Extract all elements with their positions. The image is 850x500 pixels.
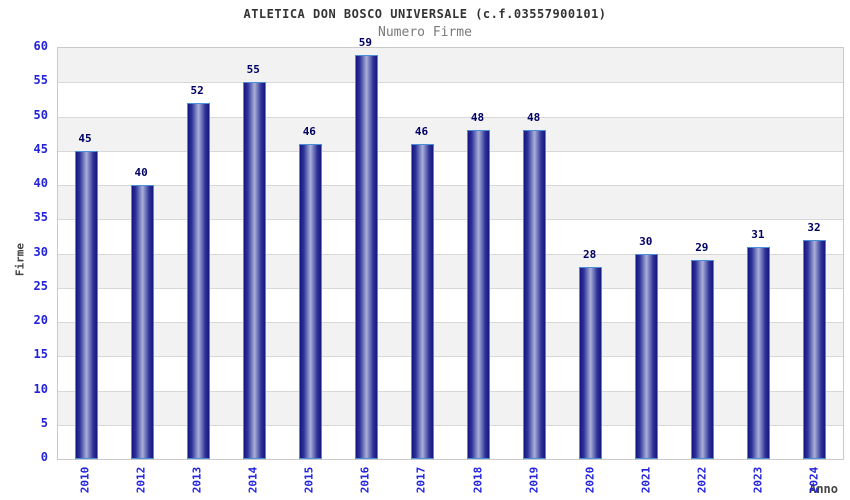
x-axis-title: Anno (809, 482, 838, 496)
x-tick-label: 2020 (583, 466, 597, 494)
x-tick-label: 2010 (78, 466, 92, 494)
x-tick-label: 2015 (302, 466, 316, 494)
grid-band (58, 356, 843, 391)
bar-value-label: 48 (470, 111, 485, 125)
y-tick-label: 0 (40, 450, 48, 464)
bar-value-label: 55 (246, 63, 260, 77)
bar-2020 (579, 267, 603, 459)
bar-value-label: 32 (807, 220, 821, 234)
y-tick-label: 15 (33, 347, 48, 362)
bar-2019 (523, 130, 547, 459)
bar-2024 (803, 239, 827, 459)
bar-value-label: 46 (302, 124, 316, 138)
grid-band (58, 424, 843, 459)
plot-area (57, 47, 844, 460)
y-tick-label: 5 (40, 415, 48, 430)
bar-2022 (691, 260, 715, 459)
grid-band (58, 287, 843, 322)
bar-2021 (635, 253, 659, 459)
bar-2010 (74, 150, 98, 459)
bar-2015 (298, 143, 322, 459)
bar-2014 (242, 82, 266, 459)
grid-band (58, 185, 843, 220)
grid-band (58, 82, 843, 117)
bar-2012 (130, 185, 154, 459)
y-tick-label: 30 (33, 244, 48, 259)
bar-value-label: 31 (751, 227, 765, 241)
x-tick-label: 2016 (358, 466, 372, 494)
y-tick-label: 20 (33, 313, 48, 327)
x-tick-label: 2014 (246, 466, 260, 494)
x-tick-label: 2023 (751, 466, 765, 494)
x-tick-label: 2019 (527, 466, 541, 494)
bar-2016 (354, 54, 378, 459)
grid-band (58, 116, 843, 151)
bar-value-label: 52 (190, 83, 204, 97)
grid-band (58, 48, 843, 83)
x-tick-label: 2022 (695, 466, 709, 494)
chart-title: ATLETICA DON BOSCO UNIVERSALE (c.f.03557… (243, 7, 607, 21)
bar-value-label: 28 (583, 248, 597, 262)
y-tick-label: 35 (33, 210, 48, 225)
bar-value-label: 30 (639, 234, 653, 248)
grid-band (58, 322, 843, 357)
bar-value-label: 29 (695, 241, 709, 255)
grid-band (58, 150, 843, 185)
y-tick-label: 40 (33, 176, 48, 190)
x-tick-label: 2018 (471, 466, 485, 494)
x-tick-label: 2021 (639, 466, 653, 494)
y-tick-label: 45 (33, 141, 48, 156)
y-tick-label: 10 (33, 381, 48, 396)
x-tick-label: 2012 (134, 466, 148, 494)
bar-value-label: 45 (78, 131, 92, 145)
bar-2013 (186, 102, 210, 459)
y-tick-label: 50 (33, 107, 48, 122)
grid-band (58, 390, 843, 425)
bar-value-label: 59 (358, 35, 373, 49)
grid-band (58, 219, 843, 254)
x-tick-label: 2024 (807, 466, 821, 494)
bar-2023 (747, 246, 771, 459)
x-tick-label: 2017 (414, 466, 428, 494)
y-tick-label: 25 (33, 278, 48, 293)
y-tick-label: 55 (33, 73, 48, 88)
bar-value-label: 46 (414, 124, 429, 138)
x-tick-label: 2013 (190, 466, 204, 494)
grid-band (58, 253, 843, 288)
chart-subtitle: Numero Firme (378, 25, 472, 40)
bar-2018 (467, 130, 491, 459)
bar-value-label: 40 (134, 166, 148, 179)
y-tick-label: 60 (33, 39, 48, 53)
bar-2017 (410, 143, 434, 459)
bar-value-label: 48 (526, 111, 541, 125)
